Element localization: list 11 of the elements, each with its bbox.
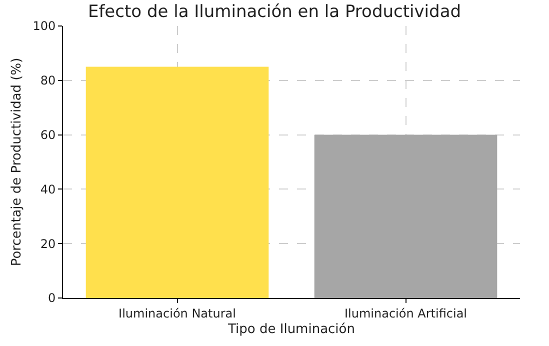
y-tick-label: 80: [40, 74, 56, 88]
y-tick-label: 0: [48, 291, 56, 306]
y-tick-label: 60: [40, 128, 56, 142]
y-tick-label: 20: [40, 236, 56, 251]
x-axis-title: Tipo de Iluminación: [227, 322, 355, 337]
x-tick-label: Iluminación Artificial: [344, 306, 468, 320]
chart-title: Efecto de la Iluminación en la Productividad: [88, 2, 462, 22]
y-axis-title: Porcentaje de Productividad (%): [10, 58, 25, 266]
y-tick-label: 100: [32, 19, 56, 34]
x-tick-label: Iluminación Natural: [118, 306, 236, 320]
y-tick-label: 40: [40, 182, 56, 196]
